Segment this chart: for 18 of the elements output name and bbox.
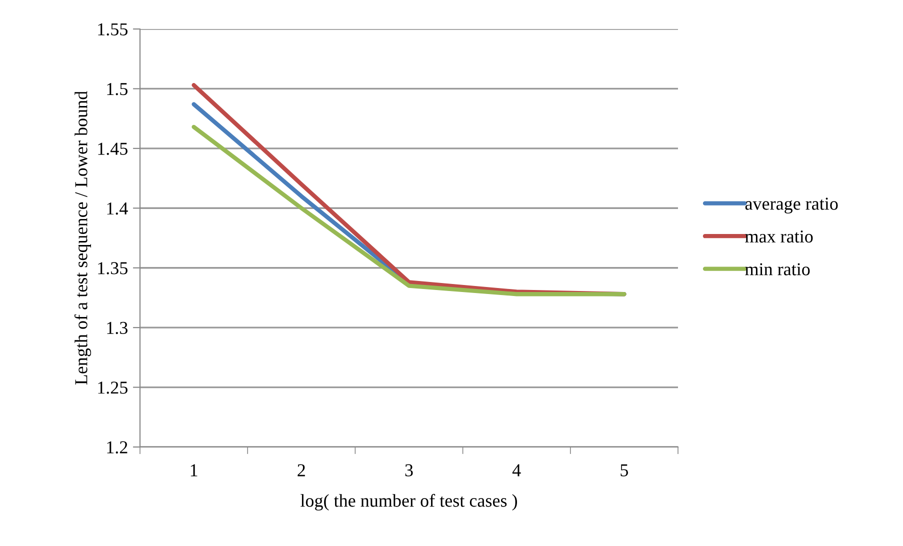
x-tick-label: 3 [405,464,413,476]
x-tick-label: 4 [512,464,521,476]
y-axis-title: Length of a test sequence / Lower bound [74,91,92,385]
legend-label: min ratio [745,263,810,276]
y-tick-label: 1.2 [107,441,128,454]
legend-label: average ratio [745,198,838,214]
y-tick-label: 1.4 [107,202,128,215]
y-tick-label: 1.5 [107,83,128,96]
y-tick-label: 1.25 [98,382,128,394]
x-tick-label: 1 [190,464,198,476]
y-tick-label: 1.3 [107,322,128,334]
legend-label: max ratio [745,230,813,243]
x-tick-label: 2 [298,464,305,476]
y-tick-label: 1.45 [98,142,128,155]
y-tick-label: 1.55 [98,23,128,36]
y-tick-label: 1.35 [98,262,128,274]
x-tick-label: 5 [620,464,628,476]
x-axis-title: log( the number of test cases ) [300,494,518,511]
